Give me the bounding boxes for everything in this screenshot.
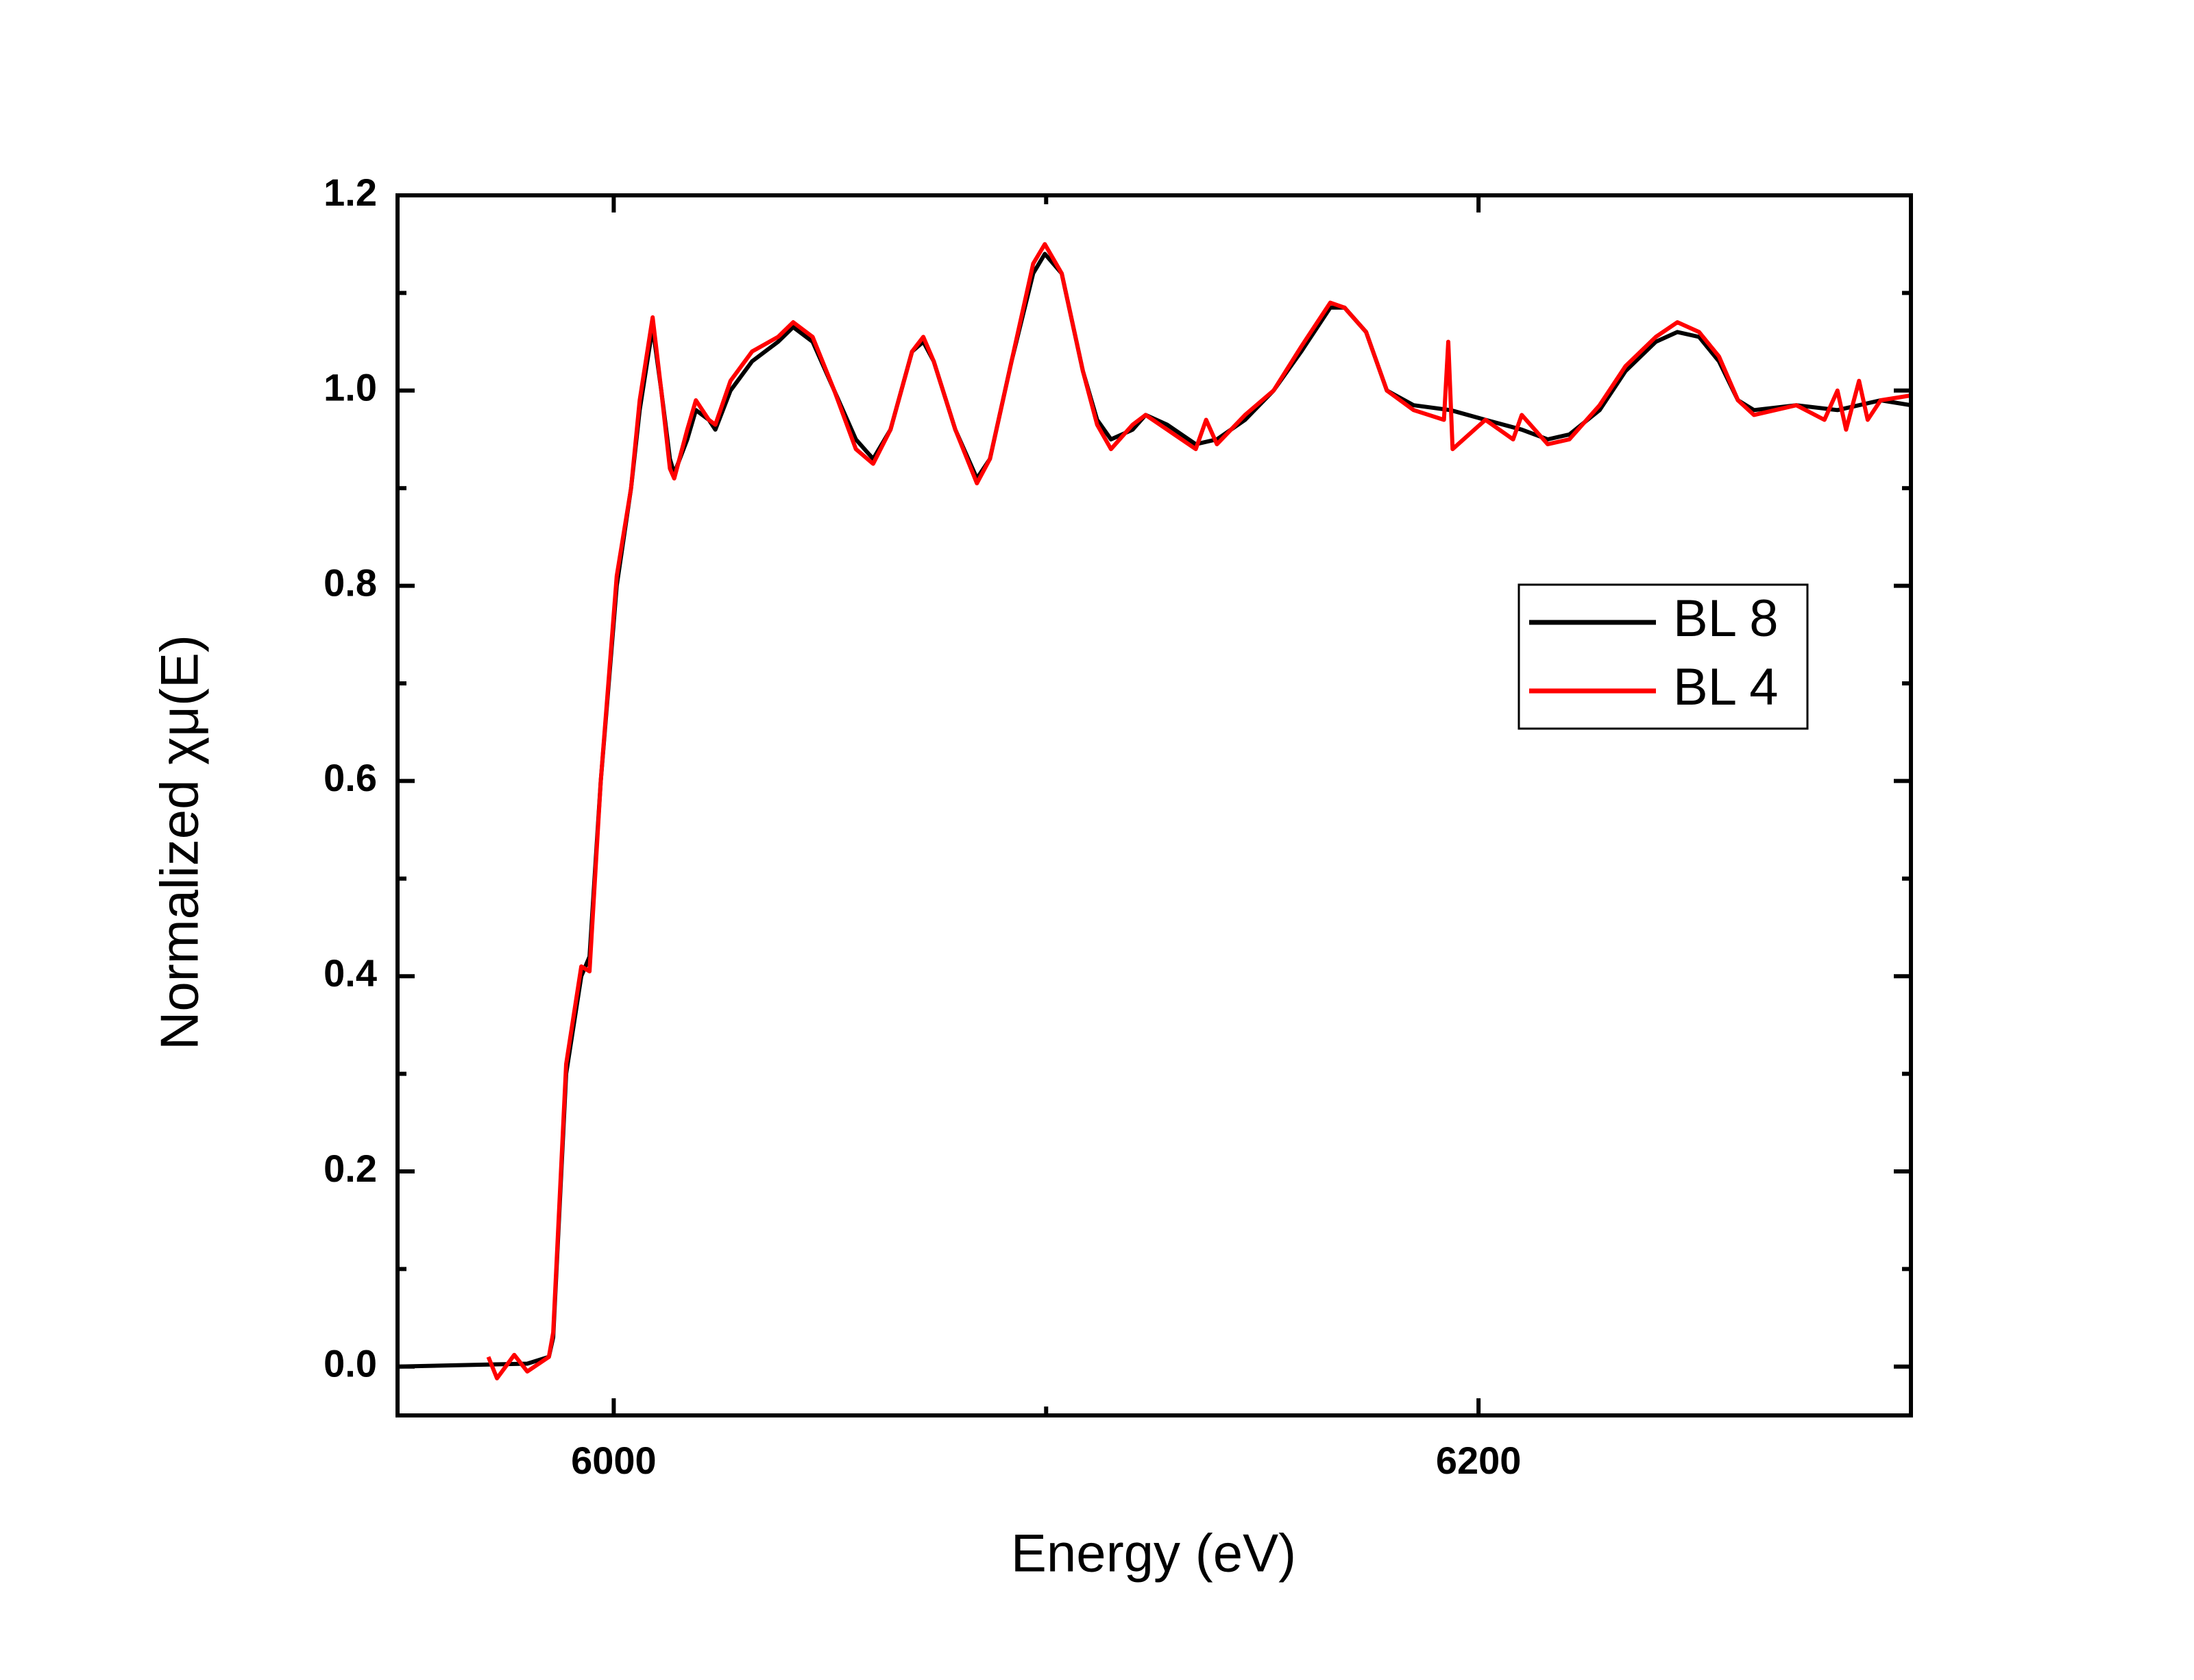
x-axis-label: Energy (eV) — [1011, 1523, 1296, 1583]
plot-frame — [395, 193, 1913, 1417]
y-tick-label: 0.4 — [324, 951, 377, 995]
x-tick-label: 6000 — [571, 1439, 657, 1482]
y-tick-label: 0.2 — [324, 1147, 377, 1190]
y-tick-label: 0.6 — [324, 756, 377, 799]
legend-box — [1517, 583, 1809, 730]
y-tick-label: 1.0 — [324, 366, 377, 409]
y-tick-label: 0.8 — [324, 561, 377, 604]
y-axis-label: Normalized χμ(E) — [149, 635, 210, 1050]
x-tick-label: 6200 — [1436, 1439, 1522, 1482]
legend-label: BL 4 — [1673, 658, 1779, 716]
y-tick-label: 0.0 — [324, 1342, 377, 1385]
series-line — [486, 242, 1911, 1380]
legend-label: BL 8 — [1673, 589, 1779, 648]
y-tick-label: 1.2 — [324, 171, 377, 214]
